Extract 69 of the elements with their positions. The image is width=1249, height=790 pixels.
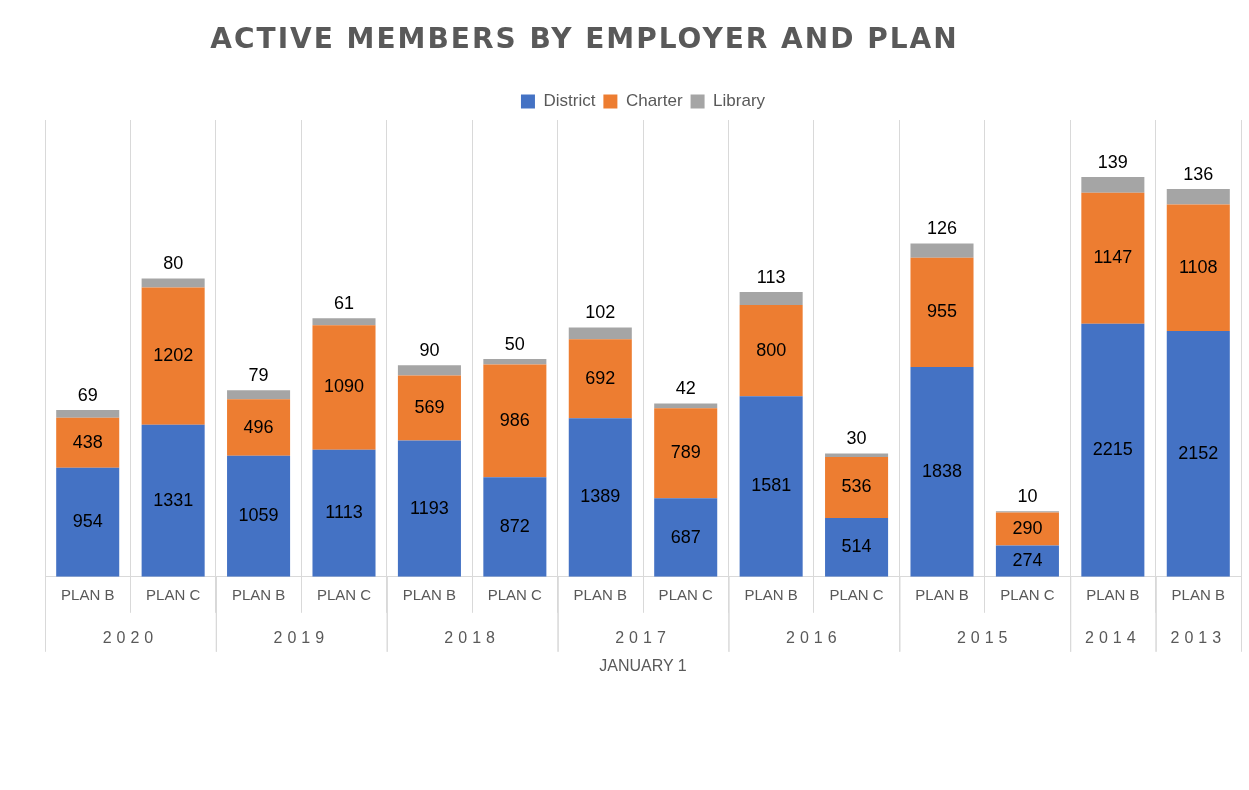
data-label: 954 <box>72 511 103 532</box>
text: 2018 <box>444 629 500 647</box>
data-label: 514 <box>841 536 872 557</box>
legend-label: Charter <box>625 91 683 111</box>
x-tick-label: PLAN C <box>658 585 713 603</box>
data-label: 2152 <box>1178 442 1219 463</box>
data-label: 1059 <box>238 505 279 526</box>
data-label: 61 <box>333 293 355 314</box>
x-tick-label: PLAN C <box>1000 585 1055 603</box>
x-tick-label: PLAN C <box>316 585 372 603</box>
text: 2020 <box>102 629 159 647</box>
data-label: 1108 <box>1178 256 1218 277</box>
data-label: 274 <box>1012 550 1043 571</box>
data-label: 1113 <box>325 502 363 523</box>
text: 2014 <box>1085 629 1141 647</box>
data-label: 1838 <box>921 460 963 481</box>
x-tick-label: PLAN C <box>487 585 543 603</box>
data-label: 789 <box>670 442 701 463</box>
data-label: 126 <box>926 218 958 239</box>
data-label: 1193 <box>410 497 449 518</box>
text: 2015 <box>956 629 1013 647</box>
text: 2016 <box>786 629 842 647</box>
x-tick-label: PLAN B <box>744 585 798 603</box>
legend-label: Library <box>713 91 766 111</box>
x-tick-label: PLAN B <box>61 585 115 603</box>
data-label: 136 <box>1183 163 1214 184</box>
legend-label: District <box>543 91 596 111</box>
x-tick-label: PLAN B <box>1171 585 1225 603</box>
data-label: 986 <box>499 409 530 430</box>
data-label: 1090 <box>323 376 365 397</box>
x-tick-label: PLAN B <box>402 585 457 603</box>
data-label: 113 <box>756 266 786 287</box>
chart-title: ACTIVE MEMBERS BY EMPLOYER AND PLAN <box>209 22 960 55</box>
data-label: 290 <box>1012 517 1043 538</box>
x-tick-label: PLAN C <box>829 585 884 603</box>
data-label: 1202 <box>153 345 194 366</box>
x-tick-label: PLAN B <box>573 585 627 603</box>
data-label: 536 <box>841 476 872 497</box>
data-label: 30 <box>846 428 867 449</box>
data-label: 10 <box>1017 486 1038 507</box>
x-axis-title: JANUARY 1 <box>599 656 687 674</box>
x-tick-label: PLAN B <box>1086 585 1140 603</box>
data-label: 800 <box>756 339 787 360</box>
data-label: 80 <box>163 253 184 274</box>
data-label: 2215 <box>1092 439 1133 460</box>
data-label: 139 <box>1097 151 1128 172</box>
data-label: 496 <box>243 416 274 437</box>
x-tick-label: PLAN B <box>231 585 286 603</box>
data-label: 102 <box>585 302 616 323</box>
data-label: 1389 <box>580 486 621 507</box>
data-label: 1581 <box>751 475 792 496</box>
data-label: 569 <box>414 397 445 418</box>
data-label: 42 <box>675 378 696 399</box>
data-label: 872 <box>499 515 530 536</box>
data-label: 438 <box>72 431 103 452</box>
text: 2017 <box>615 629 671 647</box>
data-label: 1331 <box>153 489 194 510</box>
data-label: 955 <box>926 301 958 322</box>
x-tick-label: PLAN C <box>146 585 201 603</box>
text: 2013 <box>1170 629 1227 647</box>
data-label: 79 <box>248 365 269 386</box>
x-tick-label: PLAN B <box>915 585 969 603</box>
data-label: 1147 <box>1093 247 1133 268</box>
data-label: 50 <box>504 333 525 354</box>
data-label: 687 <box>670 526 701 547</box>
text: 2019 <box>273 629 330 647</box>
data-label: 69 <box>77 384 98 405</box>
data-label: 692 <box>585 367 616 388</box>
data-label: 90 <box>419 340 440 361</box>
